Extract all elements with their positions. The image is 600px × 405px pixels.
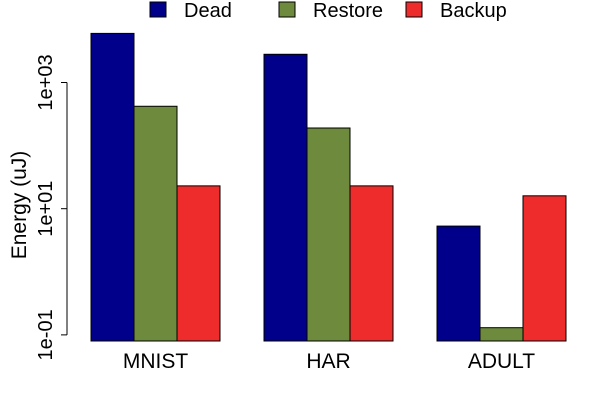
bar-dead-adult (436, 225, 481, 342)
bar-groups (90, 32, 567, 342)
bar-restore-har (306, 127, 351, 342)
x-tick-label-adult: ADULT (468, 350, 535, 373)
bar-restore-mnist (133, 105, 178, 342)
legend-swatch-dead (149, 1, 167, 18)
legend-swatch-restore (278, 1, 296, 18)
x-tick-label-mnist: MNIST (123, 350, 189, 373)
y-axis-title: Energy (uJ) (8, 151, 31, 260)
x-tick-label-har: HAR (306, 350, 350, 373)
bar-backup-har (349, 185, 394, 342)
legend-label-dead: Dead (184, 0, 232, 22)
legend-label-backup: Backup (440, 0, 507, 22)
bar-backup-adult (522, 195, 567, 342)
x-axis-labels: MNIST HAR ADULT (123, 350, 535, 373)
y-axis: 1e-01 1e+01 1e+03 (35, 54, 68, 360)
y-tick-label: 1e-01 (35, 309, 57, 360)
bar-dead-mnist (90, 32, 135, 342)
y-tick-label: 1e+03 (35, 54, 57, 110)
bar-backup-mnist (176, 185, 221, 342)
bar-dead-har (263, 53, 308, 342)
y-tick-label: 1e+01 (35, 181, 57, 237)
legend-label-restore: Restore (313, 0, 383, 22)
legend-swatch-backup (405, 1, 423, 18)
chart-legend: Dead Restore Backup (149, 0, 507, 22)
bar-restore-adult (479, 327, 524, 342)
